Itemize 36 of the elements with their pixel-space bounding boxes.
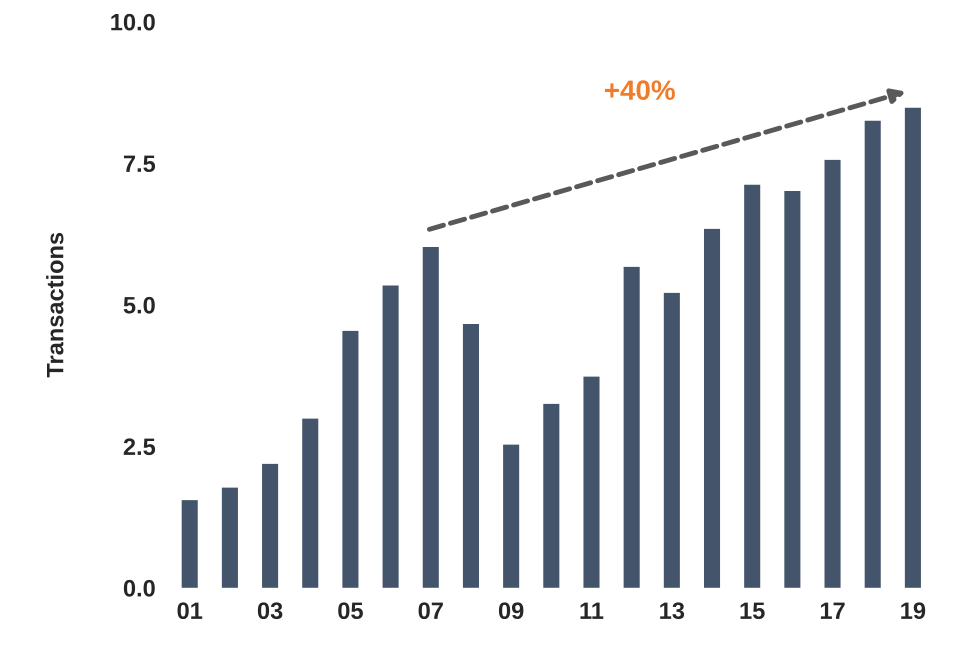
bar — [462, 324, 479, 588]
annotation: +40% — [604, 80, 675, 100]
bar — [744, 184, 760, 588]
y-tick-label: 0.0 — [124, 580, 155, 597]
x-tick-label: 01 — [178, 602, 202, 620]
bar — [704, 228, 720, 588]
bar — [422, 247, 439, 588]
y-tick-label: 7.5 — [124, 156, 156, 172]
bar — [624, 266, 640, 588]
x-tick-label: 15 — [740, 602, 765, 620]
y-tick-label: 2.5 — [124, 438, 156, 456]
bar — [342, 330, 358, 588]
x-tick-label: 19 — [901, 602, 926, 620]
bar — [222, 488, 238, 588]
x-tick-label: 17 — [820, 602, 845, 619]
bar — [784, 191, 800, 588]
x-tick-label: 11 — [580, 602, 604, 619]
bar — [664, 292, 680, 588]
y-tick-label: 10.0 — [111, 14, 155, 31]
y-axis-title: Transactions — [46, 232, 64, 378]
bar — [302, 418, 318, 588]
y-tick-label: 5.0 — [124, 296, 155, 314]
bar — [583, 376, 600, 588]
bar — [543, 404, 560, 588]
x-tick-label: 05 — [338, 602, 363, 620]
x-tick-label: 09 — [498, 602, 524, 620]
bar — [503, 444, 520, 588]
bar — [382, 286, 399, 588]
bar — [864, 120, 881, 588]
x-tick-label: 13 — [660, 602, 684, 620]
bar — [904, 108, 921, 588]
bar — [824, 160, 841, 588]
x-tick-label: 07 — [418, 602, 443, 620]
bar — [182, 500, 198, 588]
bar — [262, 464, 278, 588]
x-tick-label: 03 — [258, 602, 282, 620]
